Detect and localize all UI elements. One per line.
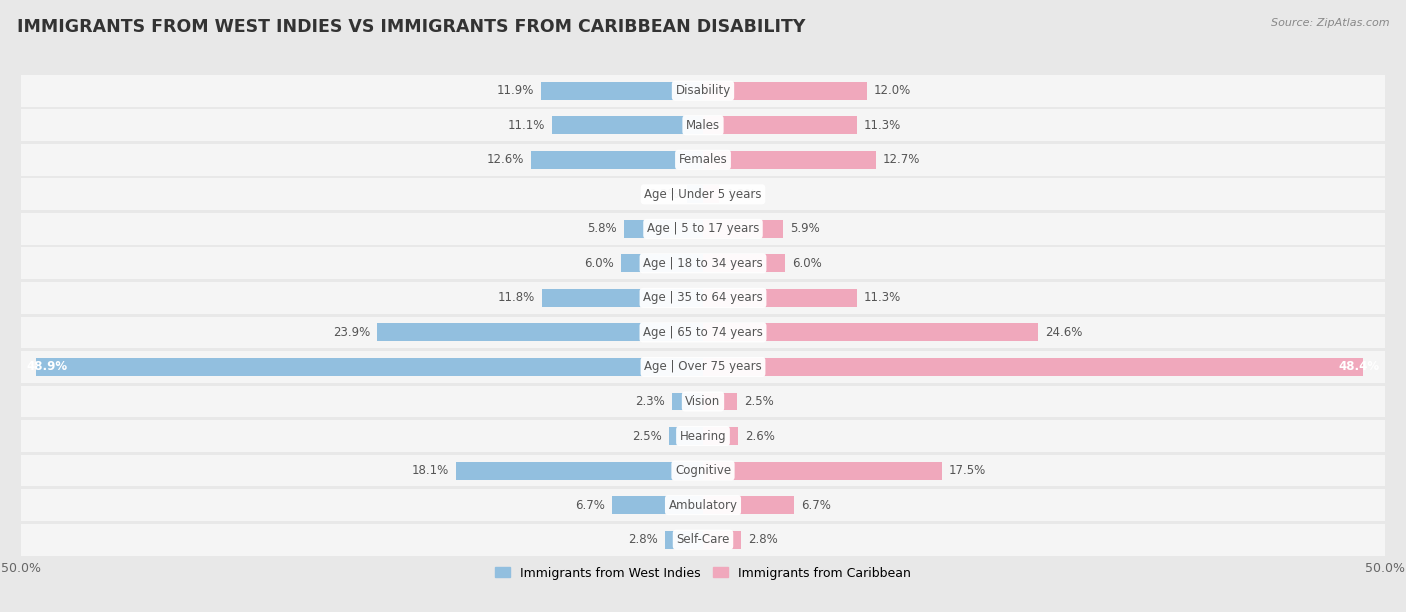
Text: 18.1%: 18.1% bbox=[412, 464, 450, 477]
Bar bbox=[621, 255, 703, 272]
Text: 23.9%: 23.9% bbox=[333, 326, 370, 339]
Bar bbox=[21, 455, 1385, 487]
Text: 2.8%: 2.8% bbox=[748, 533, 778, 546]
Text: Hearing: Hearing bbox=[679, 430, 727, 442]
Bar bbox=[37, 358, 703, 376]
Bar bbox=[703, 116, 858, 134]
Bar bbox=[21, 316, 1385, 348]
Bar bbox=[703, 427, 738, 445]
Bar bbox=[665, 531, 703, 548]
Text: 2.6%: 2.6% bbox=[745, 430, 775, 442]
Text: 6.7%: 6.7% bbox=[575, 499, 605, 512]
Bar bbox=[21, 420, 1385, 452]
Bar bbox=[703, 324, 1039, 341]
Bar bbox=[703, 289, 858, 307]
Bar bbox=[21, 351, 1385, 383]
Bar bbox=[21, 282, 1385, 314]
Text: 11.8%: 11.8% bbox=[498, 291, 536, 304]
Text: Females: Females bbox=[679, 153, 727, 166]
Bar bbox=[543, 289, 703, 307]
Text: 6.7%: 6.7% bbox=[801, 499, 831, 512]
Bar bbox=[703, 531, 741, 548]
Text: 12.6%: 12.6% bbox=[486, 153, 524, 166]
Text: 6.0%: 6.0% bbox=[585, 257, 614, 270]
Text: 2.5%: 2.5% bbox=[633, 430, 662, 442]
Text: Source: ZipAtlas.com: Source: ZipAtlas.com bbox=[1271, 18, 1389, 28]
Legend: Immigrants from West Indies, Immigrants from Caribbean: Immigrants from West Indies, Immigrants … bbox=[491, 562, 915, 584]
Bar bbox=[21, 179, 1385, 210]
Text: 5.8%: 5.8% bbox=[588, 222, 617, 236]
Bar bbox=[703, 392, 737, 411]
Text: 12.7%: 12.7% bbox=[883, 153, 921, 166]
Text: 11.3%: 11.3% bbox=[863, 291, 901, 304]
Bar bbox=[541, 82, 703, 100]
Text: 11.9%: 11.9% bbox=[496, 84, 534, 97]
Bar bbox=[703, 496, 794, 514]
Text: Age | 35 to 64 years: Age | 35 to 64 years bbox=[643, 291, 763, 304]
Text: 1.2%: 1.2% bbox=[650, 188, 681, 201]
Text: 24.6%: 24.6% bbox=[1045, 326, 1083, 339]
Text: 48.9%: 48.9% bbox=[27, 360, 67, 373]
Text: Age | Over 75 years: Age | Over 75 years bbox=[644, 360, 762, 373]
Bar bbox=[21, 489, 1385, 521]
Text: 11.1%: 11.1% bbox=[508, 119, 544, 132]
Bar bbox=[703, 220, 783, 238]
Bar bbox=[21, 75, 1385, 106]
Text: Males: Males bbox=[686, 119, 720, 132]
Bar bbox=[551, 116, 703, 134]
Bar bbox=[456, 461, 703, 480]
Text: 2.5%: 2.5% bbox=[744, 395, 773, 408]
Bar bbox=[703, 185, 720, 203]
Bar bbox=[21, 144, 1385, 176]
Bar bbox=[703, 151, 876, 169]
Text: 6.0%: 6.0% bbox=[792, 257, 821, 270]
Text: Age | 18 to 34 years: Age | 18 to 34 years bbox=[643, 257, 763, 270]
Bar bbox=[686, 185, 703, 203]
Bar bbox=[612, 496, 703, 514]
Bar bbox=[624, 220, 703, 238]
Bar bbox=[377, 324, 703, 341]
Bar bbox=[703, 255, 785, 272]
Text: Cognitive: Cognitive bbox=[675, 464, 731, 477]
Bar bbox=[703, 82, 866, 100]
Text: Self-Care: Self-Care bbox=[676, 533, 730, 546]
Bar bbox=[669, 427, 703, 445]
Bar bbox=[703, 461, 942, 480]
Text: 17.5%: 17.5% bbox=[949, 464, 986, 477]
Text: Disability: Disability bbox=[675, 84, 731, 97]
Bar bbox=[21, 110, 1385, 141]
Bar bbox=[21, 213, 1385, 245]
Text: Vision: Vision bbox=[685, 395, 721, 408]
Text: Age | Under 5 years: Age | Under 5 years bbox=[644, 188, 762, 201]
Text: 2.3%: 2.3% bbox=[636, 395, 665, 408]
Text: 1.2%: 1.2% bbox=[725, 188, 756, 201]
Bar bbox=[21, 247, 1385, 279]
Text: 2.8%: 2.8% bbox=[628, 533, 658, 546]
Bar bbox=[21, 524, 1385, 556]
Text: 5.9%: 5.9% bbox=[790, 222, 820, 236]
Text: Ambulatory: Ambulatory bbox=[668, 499, 738, 512]
Bar bbox=[672, 392, 703, 411]
Bar bbox=[703, 358, 1362, 376]
Bar bbox=[21, 386, 1385, 417]
Text: Age | 65 to 74 years: Age | 65 to 74 years bbox=[643, 326, 763, 339]
Text: IMMIGRANTS FROM WEST INDIES VS IMMIGRANTS FROM CARIBBEAN DISABILITY: IMMIGRANTS FROM WEST INDIES VS IMMIGRANT… bbox=[17, 18, 806, 36]
Text: 12.0%: 12.0% bbox=[873, 84, 911, 97]
Text: Age | 5 to 17 years: Age | 5 to 17 years bbox=[647, 222, 759, 236]
Text: 11.3%: 11.3% bbox=[863, 119, 901, 132]
Text: 48.4%: 48.4% bbox=[1339, 360, 1379, 373]
Bar bbox=[531, 151, 703, 169]
